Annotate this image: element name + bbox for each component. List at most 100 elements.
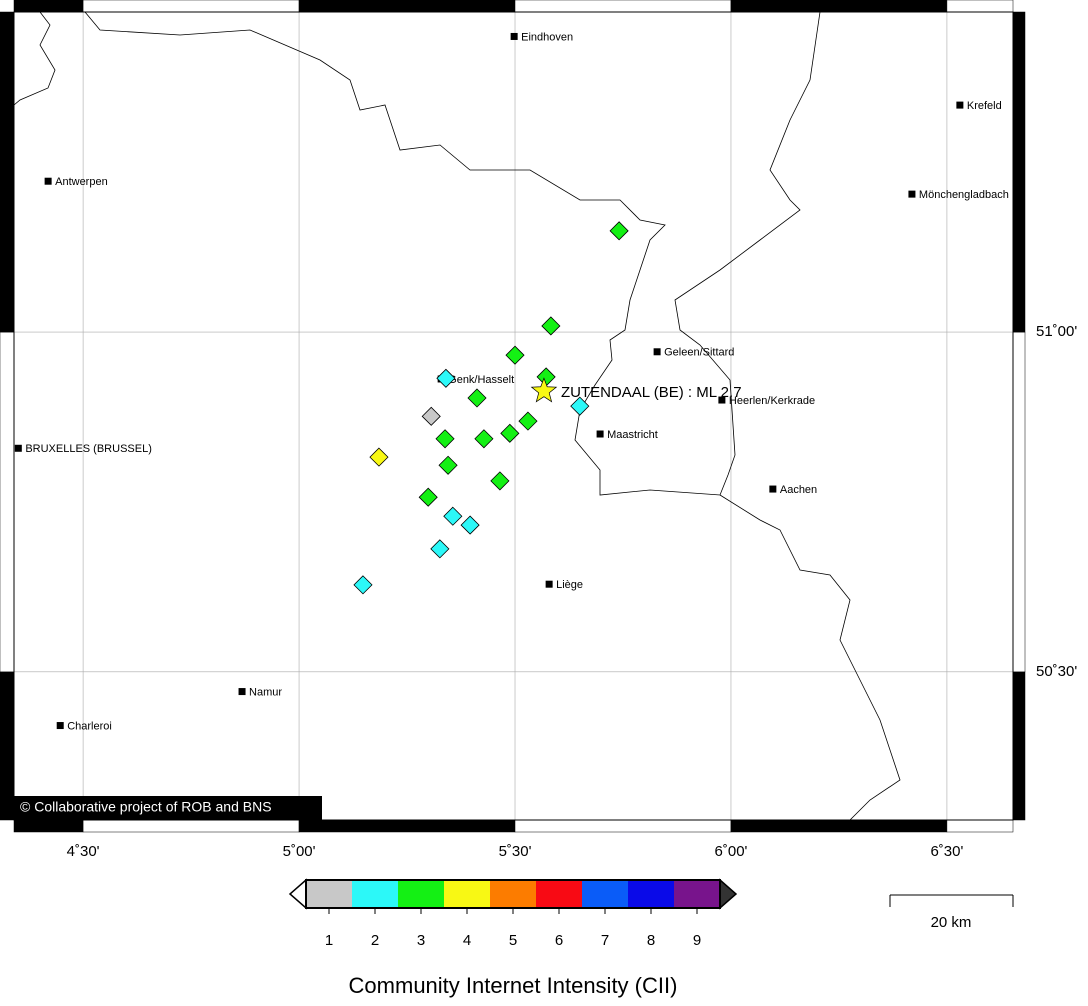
colorbar-cell <box>582 880 628 908</box>
city-label: Antwerpen <box>55 176 108 188</box>
colorbar-border <box>305 879 721 909</box>
lon-tick-label: 5˚30' <box>499 843 532 860</box>
colorbar-cell <box>674 880 720 908</box>
intensity-report <box>435 429 455 449</box>
intensity-report <box>541 316 561 336</box>
frame-stripe <box>0 671 15 821</box>
city-label: Liège <box>556 579 583 591</box>
city-marker <box>56 722 64 730</box>
city-label: Genk/Hasselt <box>448 374 514 386</box>
city-label: Eindhoven <box>521 31 573 43</box>
colorbar-high-arrow <box>719 878 738 910</box>
intensity-report <box>460 515 480 535</box>
colorbar-cell <box>536 880 582 908</box>
city-marker <box>14 444 22 452</box>
city-marker <box>510 32 518 40</box>
colorbar-label: 4 <box>463 932 471 949</box>
frame-stripe <box>730 0 948 13</box>
colorbar-cell <box>306 880 352 908</box>
city-label: Maastricht <box>607 429 658 441</box>
city-marker <box>653 348 661 356</box>
frame-stripe <box>1012 331 1026 673</box>
city-marker <box>769 485 777 493</box>
intensity-report <box>421 406 441 426</box>
lon-tick-label: 6˚00' <box>715 843 748 860</box>
colorbar-cell <box>490 880 536 908</box>
city-marker <box>238 688 246 696</box>
frame-stripe <box>0 11 15 333</box>
intensity-report <box>438 455 458 475</box>
intensity-report <box>490 471 510 491</box>
frame-stripe <box>13 0 84 13</box>
intensity-report <box>418 487 438 507</box>
lon-tick-label: 6˚30' <box>930 843 963 860</box>
frame-stripe <box>298 819 516 833</box>
credit: © Collaborative project of ROB and BNS <box>20 799 272 815</box>
city-label: Krefeld <box>967 100 1002 112</box>
frame-stripe <box>514 0 732 13</box>
colorbar-label: 5 <box>509 932 517 949</box>
intensity-report <box>443 506 463 526</box>
colorbar-label: 8 <box>647 932 655 949</box>
city-label: Aachen <box>780 484 817 496</box>
frame-stripe <box>298 0 516 13</box>
colorbar-label: 3 <box>417 932 425 949</box>
colorbar-cell <box>398 880 444 908</box>
city-label: Namur <box>249 686 282 698</box>
intensity-report <box>436 368 456 388</box>
city-marker <box>718 396 726 404</box>
scale-bar-label: 20 km <box>931 914 972 931</box>
colorbar-label: 2 <box>371 932 379 949</box>
colorbar-cell <box>352 880 398 908</box>
lon-tick-label: 4˚30' <box>67 843 100 860</box>
intensity-report <box>505 345 525 365</box>
colorbar-low-arrow <box>288 878 307 910</box>
intensity-report <box>518 411 538 431</box>
intensity-report <box>467 388 487 408</box>
colorbar-label: 6 <box>555 932 563 949</box>
colorbar-label: 9 <box>693 932 701 949</box>
city-marker <box>596 430 604 438</box>
epicenter-label: ZUTENDAAL (BE) : ML 2.7 <box>561 384 742 401</box>
frame-stripe <box>730 819 948 833</box>
city-label: Geleen/Sittard <box>664 347 734 359</box>
colorbar-cell <box>628 880 674 908</box>
lon-tick-label: 5˚00' <box>283 843 316 860</box>
colorbar-cell <box>444 880 490 908</box>
city-marker <box>545 580 553 588</box>
frame-stripe <box>0 331 15 673</box>
intensity-report <box>500 423 520 443</box>
frame-stripe <box>946 0 1014 13</box>
colorbar-title: Community Internet Intensity (CII) <box>349 973 678 998</box>
city-marker <box>908 190 916 198</box>
scale-bar <box>889 894 1014 907</box>
colorbar-label: 7 <box>601 932 609 949</box>
frame-stripe <box>1012 11 1026 333</box>
city-marker <box>44 177 52 185</box>
city-label: Charleroi <box>67 720 112 732</box>
frame-border <box>13 11 1014 821</box>
credit-box <box>14 796 322 820</box>
frame-stripe <box>1012 671 1026 821</box>
intensity-report <box>474 429 494 449</box>
lat-tick-label: 51˚00' <box>1036 323 1077 340</box>
city-marker <box>956 101 964 109</box>
intensity-report <box>570 396 590 416</box>
intensity-report <box>609 221 629 241</box>
intensity-report <box>369 447 389 467</box>
lat-tick-label: 50˚30' <box>1036 663 1077 680</box>
map-area <box>14 12 1013 820</box>
borders <box>14 12 901 820</box>
frame-stripe <box>514 819 732 833</box>
frame-stripe <box>82 819 300 833</box>
intensity-report <box>353 575 373 595</box>
intensity-report <box>430 539 450 559</box>
frame-stripe <box>13 819 84 833</box>
epicenter <box>530 377 558 403</box>
colorbar-label: 1 <box>325 932 333 949</box>
city-label: Heerlen/Kerkrade <box>729 395 815 407</box>
city-label: BRUXELLES (BRUSSEL) <box>25 443 152 455</box>
city-label: Mönchengladbach <box>919 189 1009 201</box>
